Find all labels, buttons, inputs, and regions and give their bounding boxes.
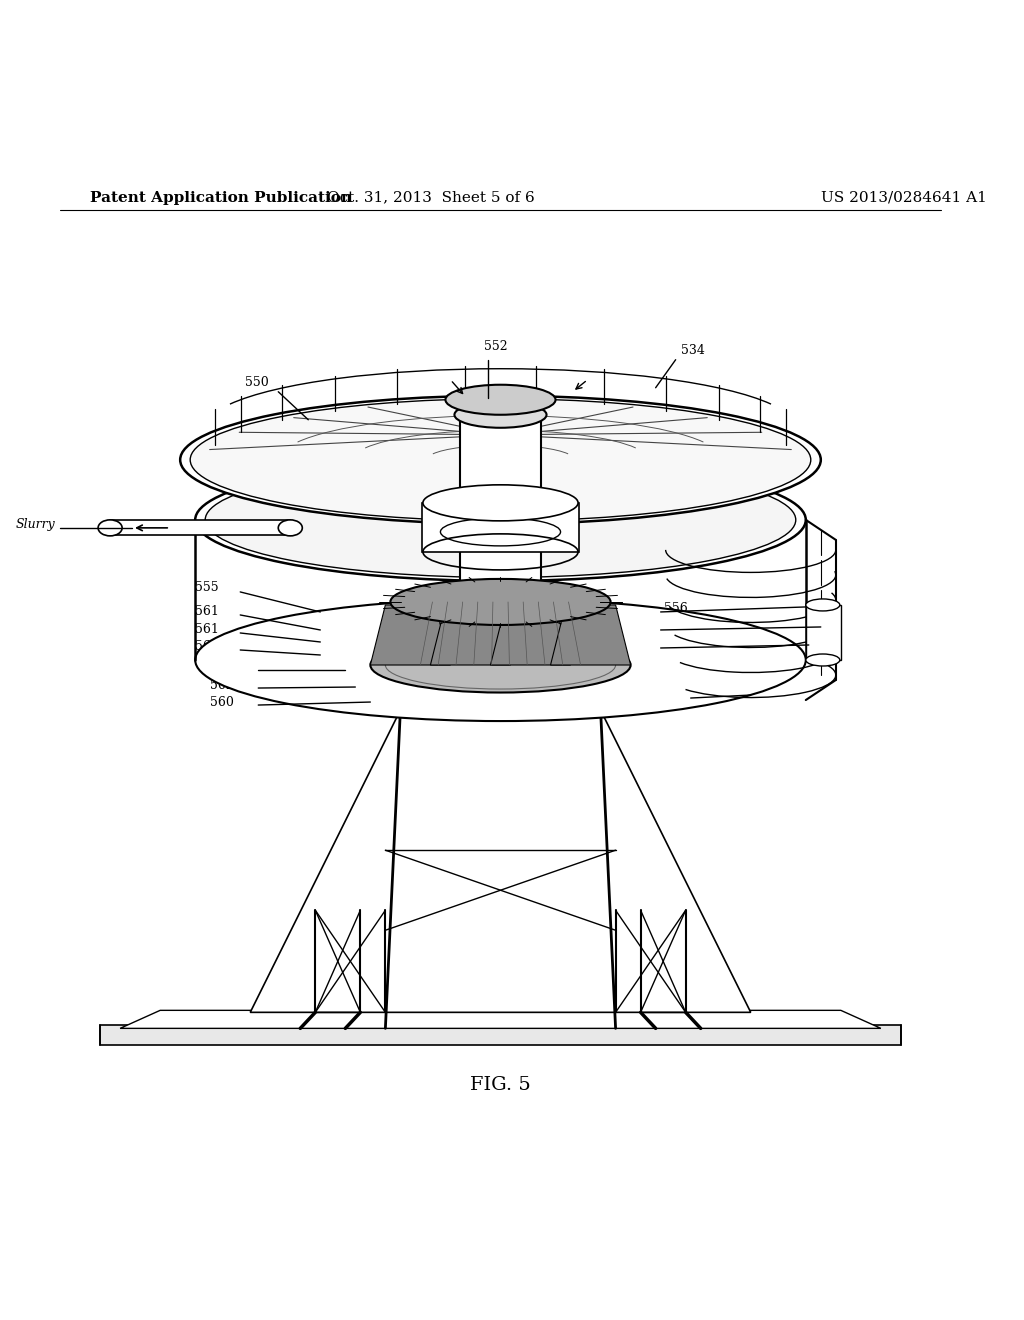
Polygon shape: [806, 605, 841, 660]
Text: 562: 562: [692, 689, 717, 701]
Text: FIG. 5: FIG. 5: [470, 1076, 530, 1094]
Ellipse shape: [390, 579, 610, 624]
Text: US 2013/0284641 A1: US 2013/0284641 A1: [821, 190, 987, 205]
Polygon shape: [111, 520, 290, 535]
Polygon shape: [430, 605, 511, 665]
Text: 561: 561: [196, 623, 219, 636]
Text: 558: 558: [664, 639, 687, 652]
Text: 534: 534: [681, 343, 705, 356]
Ellipse shape: [196, 599, 806, 721]
Ellipse shape: [196, 459, 806, 581]
Polygon shape: [551, 605, 631, 665]
Ellipse shape: [371, 638, 631, 693]
Polygon shape: [250, 710, 751, 1012]
Polygon shape: [120, 1010, 881, 1028]
Polygon shape: [371, 605, 451, 665]
Polygon shape: [461, 414, 541, 671]
Text: 556: 556: [664, 602, 687, 615]
Polygon shape: [445, 590, 556, 665]
Ellipse shape: [430, 513, 570, 546]
Ellipse shape: [180, 396, 821, 524]
Ellipse shape: [445, 384, 556, 414]
Text: Slurry: Slurry: [15, 519, 55, 532]
Text: 560: 560: [210, 660, 234, 673]
Text: 561: 561: [196, 640, 219, 653]
Text: 562: 562: [210, 678, 233, 692]
Ellipse shape: [806, 653, 840, 667]
Text: 550: 550: [245, 376, 269, 388]
Text: 555: 555: [196, 581, 219, 594]
Text: 560: 560: [210, 696, 234, 709]
Ellipse shape: [455, 401, 547, 428]
Text: Patent Application Publication: Patent Application Publication: [90, 190, 352, 205]
Ellipse shape: [98, 520, 122, 536]
Text: 552: 552: [483, 339, 507, 352]
Ellipse shape: [423, 484, 579, 521]
Ellipse shape: [453, 579, 548, 601]
Ellipse shape: [205, 462, 796, 577]
Polygon shape: [423, 503, 579, 552]
Ellipse shape: [279, 520, 302, 536]
Ellipse shape: [190, 399, 811, 521]
Text: Oct. 31, 2013  Sheet 5 of 6: Oct. 31, 2013 Sheet 5 of 6: [327, 190, 535, 205]
Text: 561: 561: [196, 606, 219, 619]
Polygon shape: [100, 1026, 901, 1045]
Text: 554: 554: [664, 620, 687, 634]
Ellipse shape: [806, 599, 840, 611]
Polygon shape: [490, 605, 570, 665]
